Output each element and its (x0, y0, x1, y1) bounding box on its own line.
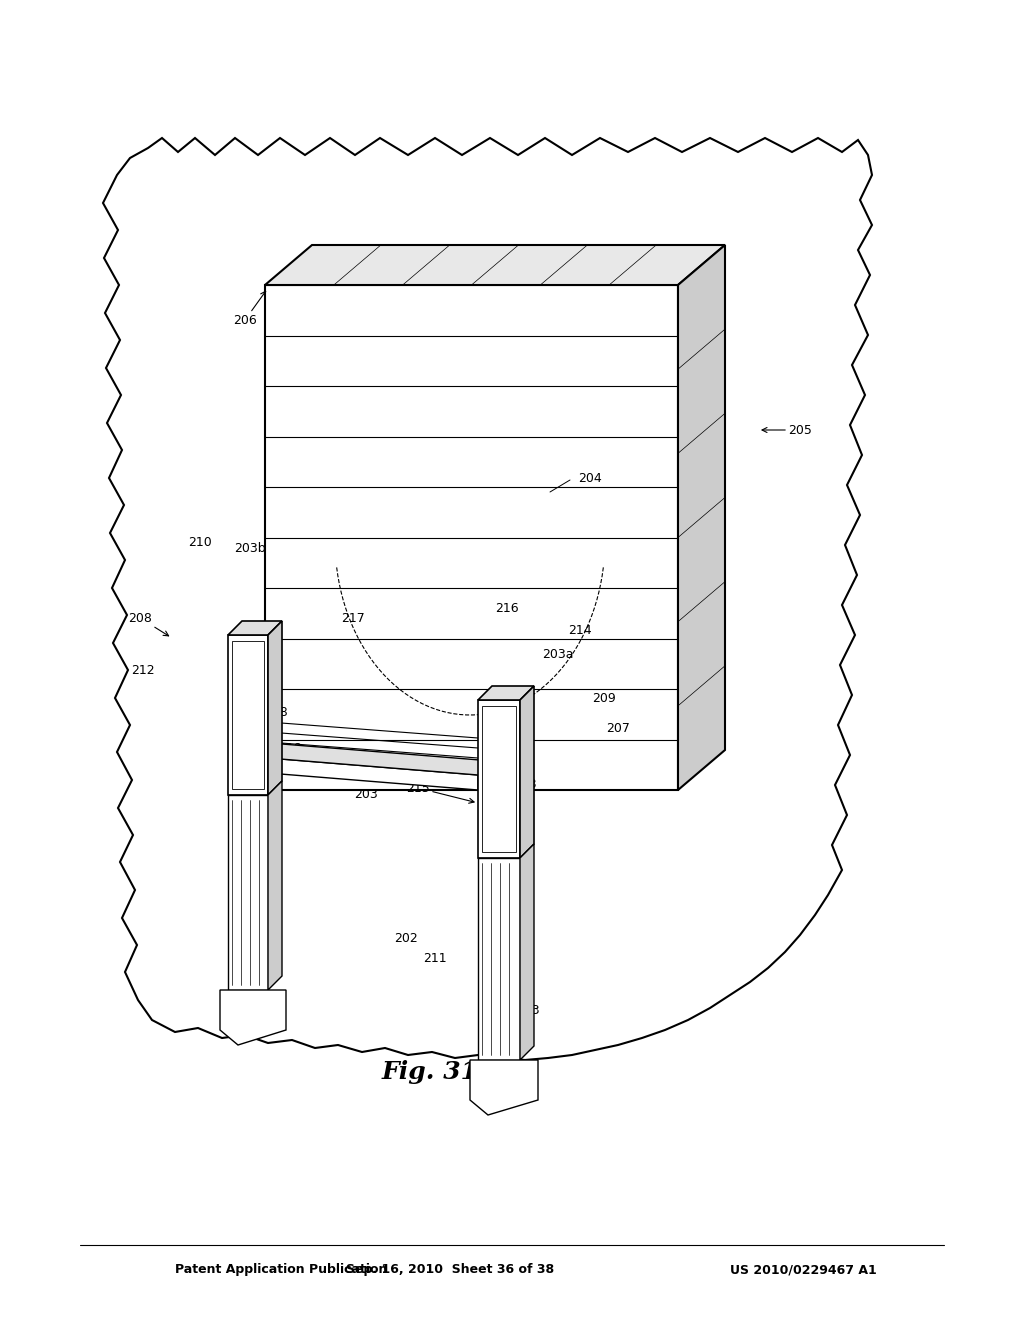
Polygon shape (482, 706, 516, 851)
Polygon shape (678, 246, 725, 789)
Text: US 2010/0229467 A1: US 2010/0229467 A1 (730, 1263, 877, 1276)
Polygon shape (470, 1060, 538, 1115)
Polygon shape (268, 758, 478, 789)
Text: 217: 217 (341, 611, 365, 624)
Polygon shape (520, 686, 534, 858)
Polygon shape (265, 246, 725, 285)
Text: 218: 218 (264, 705, 288, 718)
Polygon shape (478, 686, 534, 700)
Text: 202: 202 (394, 932, 418, 945)
Polygon shape (268, 781, 282, 990)
Text: 209: 209 (592, 692, 615, 705)
Polygon shape (268, 744, 492, 775)
Text: 213: 213 (516, 1003, 540, 1016)
Polygon shape (478, 858, 520, 1060)
Text: 207: 207 (606, 722, 630, 734)
Polygon shape (265, 285, 678, 789)
Text: 211: 211 (423, 952, 447, 965)
Polygon shape (228, 620, 282, 635)
Text: Sep. 16, 2010  Sheet 36 of 38: Sep. 16, 2010 Sheet 36 of 38 (346, 1263, 554, 1276)
Polygon shape (103, 139, 872, 1060)
Text: 210: 210 (188, 536, 212, 549)
Text: 208: 208 (128, 611, 169, 636)
Text: 212: 212 (131, 664, 155, 676)
Polygon shape (228, 635, 268, 795)
Polygon shape (520, 843, 534, 1060)
Polygon shape (232, 642, 264, 789)
Text: 218: 218 (252, 672, 276, 685)
Text: 215: 215 (407, 781, 474, 804)
Text: 206: 206 (233, 292, 265, 326)
Text: 203a: 203a (542, 648, 573, 661)
Polygon shape (478, 700, 520, 858)
Text: Fig. 31: Fig. 31 (382, 1060, 478, 1084)
Text: 203: 203 (354, 788, 378, 801)
Text: 203b: 203b (234, 541, 266, 554)
Text: 205: 205 (762, 424, 812, 437)
Text: 218: 218 (279, 742, 302, 755)
Text: 213: 213 (513, 779, 537, 792)
Polygon shape (228, 795, 268, 990)
Text: 214: 214 (568, 623, 592, 636)
Text: 204: 204 (578, 471, 602, 484)
Text: Patent Application Publication: Patent Application Publication (175, 1263, 387, 1276)
Polygon shape (268, 620, 282, 795)
Polygon shape (220, 990, 286, 1045)
Text: 216: 216 (495, 602, 518, 615)
